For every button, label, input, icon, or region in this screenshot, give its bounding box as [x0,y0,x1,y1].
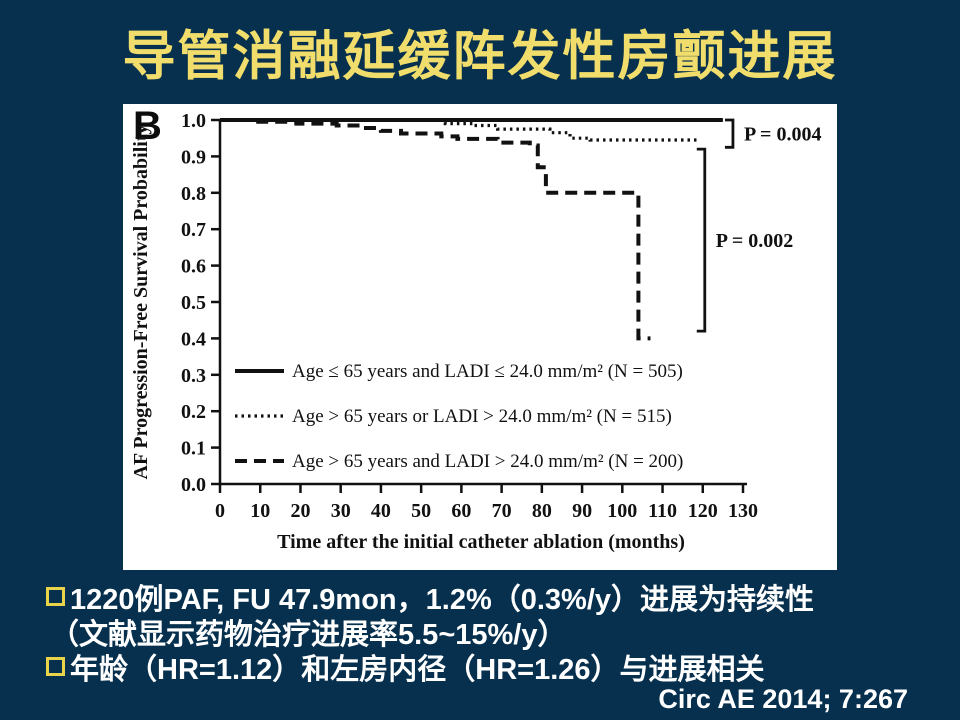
survival-curve-dotted [220,118,699,142]
bullet-square-icon [46,657,65,676]
y-tick-label: 1.0 [181,110,206,132]
km-chart-svg: 0.0 0.1 0.2 0.3 0.4 0.5 0.6 0.7 0.8 0.9 1.0 0 10 20 30… [130,110,822,553]
x-tick-label: 100 [607,500,637,522]
y-axis-title: AF Progression-Free Survival Probability [130,125,152,480]
x-tick-label: 50 [411,500,431,522]
x-tick-label: 110 [648,500,677,522]
axes [218,120,747,486]
comparison-bracket [724,118,735,149]
x-tick-label: 30 [331,500,351,522]
comparison-bracket [696,147,707,333]
bullet-1-line-1: 1220例PAF, FU 47.9mon，1.2%（0.3%/y）进展为持续性 [46,576,814,618]
bullet-1-continuation-text: （文献显示药物治疗进展率5.5~15%/y） [50,619,567,651]
survival-curve-dashed [220,118,651,341]
legend-entry-label: Age ≤ 65 years and LADI ≤ 24.0 mm/m² (N … [292,361,683,382]
bullet-1-text: 1220例PAF, FU 47.9mon，1.2%（0.3%/y）进展为持续性 [70,584,815,616]
legend-entry-label: Age > 65 years or LADI > 24.0 mm/m² (N =… [292,406,672,427]
p-value-label: P = 0.002 [716,230,794,252]
bullet-2-line-1: 年龄（HR=1.12）和左房内径（HR=1.26）与进展相关 [46,646,765,688]
y-tick-label: 0.4 [181,328,206,350]
x-tick-label: 40 [371,500,391,522]
x-tick-label: 90 [572,500,592,522]
x-tick-label: 10 [250,500,270,522]
x-axis-title: Time after the initial catheter ablation… [277,531,685,553]
y-tick-label: 0.8 [181,183,206,205]
x-tick-label: 60 [451,500,471,522]
y-tick-label: 0.5 [181,292,206,314]
x-tick-label: 20 [290,500,310,522]
y-tick-label: 0.9 [181,146,206,168]
y-tick-label: 0.1 [181,438,206,460]
y-tick-label: 0.3 [181,365,206,387]
x-tick-label: 130 [728,500,758,522]
x-tick-label: 120 [688,500,718,522]
p-value-label: P = 0.004 [744,124,822,146]
y-tick-label: 0.7 [181,219,206,241]
y-tick-label: 0.0 [181,474,206,496]
citation: Circ AE 2014; 7:267 [658,684,908,714]
x-tick-label: 80 [532,500,552,522]
y-tick-label: 0.6 [181,256,206,278]
legend-entry-label: Age > 65 years and LADI > 24.0 mm/m² (N … [292,451,683,472]
y-tick-label: 0.2 [181,401,206,423]
survival-chart-panel: B 0.0 0.1 0.2 0.3 0.4 0.5 0.6 0.7 0.8 0.9 1.0 0 10 20… [123,104,837,570]
slide-title: 导管消融延缓阵发性房颤进展 [122,27,838,86]
bullet-2-text: 年龄（HR=1.12）和左房内径（HR=1.26）与进展相关 [70,654,765,686]
x-tick-label: 70 [492,500,512,522]
x-tick-label: 0 [215,500,225,522]
panel-label-b: B [133,104,162,148]
bullet-square-icon [46,587,65,606]
bullet-1-line-2: （文献显示药物治疗进展率5.5~15%/y） [50,611,566,653]
